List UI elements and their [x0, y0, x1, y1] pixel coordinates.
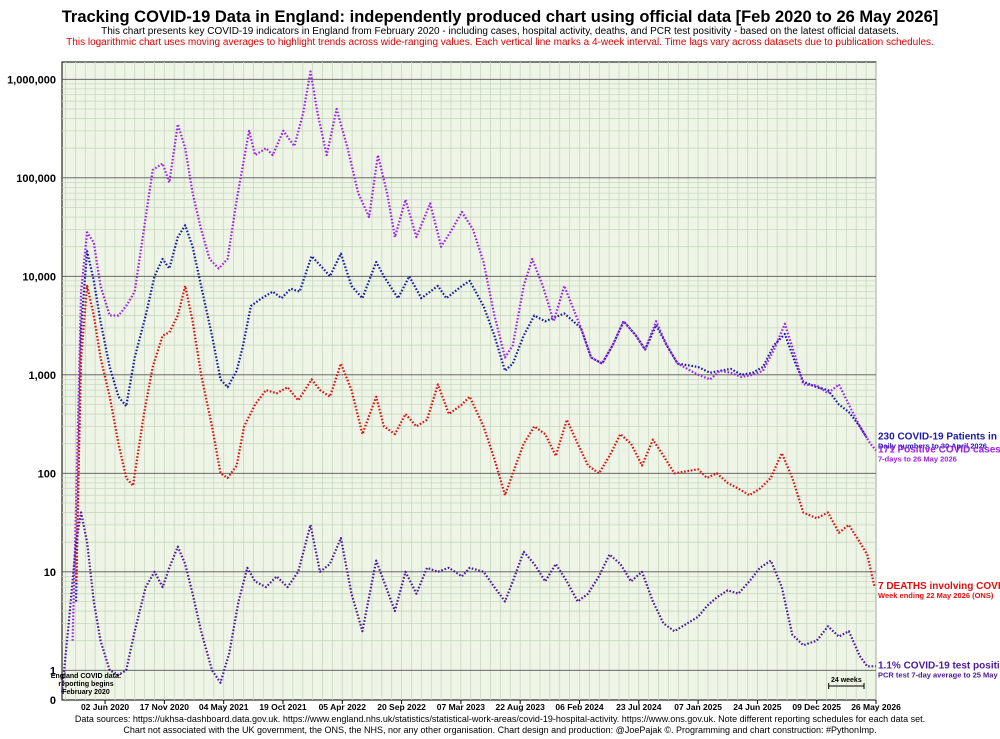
start-note-line: February 2020 — [62, 689, 110, 696]
y-tick-label: 1,000 — [28, 370, 56, 382]
x-tick-label: 04 May 2021 — [199, 702, 249, 712]
series-end-value: 7 DEATHS involving COVID-19 — [878, 581, 1000, 592]
x-tick-label: 24 Jun 2025 — [733, 702, 781, 712]
series-end-value: 171 Positive COVID cases — [878, 444, 1000, 455]
series-lines — [60, 70, 877, 693]
start-note-line: England COVID data: — [51, 673, 121, 680]
chart-subtitle-note: This logarithmic chart uses moving avera… — [66, 37, 934, 48]
x-axis: 02 Jun 2020 17 Nov 2020 04 May 2021 19 Oct … — [81, 700, 901, 712]
y-tick-label: 10,000 — [22, 271, 56, 283]
y-tick-label: 0 — [50, 695, 56, 707]
start-note-line: reporting begins — [58, 681, 113, 688]
y-tick-label: 100,000 — [16, 173, 56, 185]
x-tick-label: 20 Sep 2022 — [377, 702, 426, 712]
y-tick-label: 1,000,000 — [7, 74, 56, 86]
y-tick-label: 100 — [38, 468, 56, 480]
gridlines — [62, 62, 877, 700]
series-end-note: PCR test 7-day average to 25 May 2026 — [878, 670, 1000, 679]
x-tick-label: 23 Jul 2024 — [616, 702, 662, 712]
x-tick-label: 06 Feb 2024 — [555, 702, 603, 712]
series-labels: 230 COVID-19 Patients in hospitalDaily n… — [878, 432, 1000, 680]
series-line-deaths-involving-covid-19 — [75, 284, 876, 588]
interval-note: 24 weeks — [831, 677, 862, 684]
series-end-note: 7-days to 26 May 2026 — [878, 454, 957, 463]
x-tick-label: 19 Oct 2021 — [259, 702, 307, 712]
x-tick-label: 26 May 2026 — [851, 702, 901, 712]
series-end-value: 1.1% COVID-19 test positivity — [878, 660, 1000, 671]
x-tick-label: 17 Nov 2020 — [140, 702, 189, 712]
chart-subtitle: This chart presents key COVID-19 indicat… — [101, 26, 899, 37]
annotations: England COVID data:reporting beginsFebru… — [51, 673, 865, 696]
x-tick-label: 09 Dec 2025 — [792, 702, 841, 712]
series-end-value: 230 COVID-19 Patients in hospital — [878, 432, 1000, 443]
footer-credits: Chart not associated with the UK governm… — [123, 725, 877, 735]
y-tick-label: 1 — [50, 665, 56, 677]
y-tick-label: 10 — [44, 567, 56, 579]
series-line-positive-covid-cases — [71, 70, 877, 641]
series-end-label: 1.1% COVID-19 test positivityPCR test 7-… — [878, 660, 1000, 679]
x-tick-label: 05 Apr 2022 — [319, 702, 367, 712]
chart-title: Tracking COVID-19 Data in England: indep… — [61, 8, 939, 26]
series-end-note: Daily numbers to 30 April 2026 — [878, 442, 987, 451]
x-tick-label: 22 Aug 2023 — [496, 702, 546, 712]
x-tick-label: 02 Jun 2020 — [81, 702, 129, 712]
series-end-label: 230 COVID-19 Patients in hospitalDaily n… — [878, 432, 1000, 451]
series-end-note: Week ending 22 May 2026 (ONS) — [878, 591, 994, 600]
series-end-label: 7 DEATHS involving COVID-19Week ending 2… — [878, 581, 1000, 600]
series-line-covid-19-test-positivity — [60, 511, 876, 693]
footer-sources: Data sources: https://ukhsa-dashboard.da… — [74, 714, 926, 724]
series-line-covid-19-patients-in-hospital — [75, 224, 868, 602]
x-tick-label: 07 Jan 2025 — [674, 702, 722, 712]
x-tick-label: 07 Mar 2023 — [437, 702, 485, 712]
